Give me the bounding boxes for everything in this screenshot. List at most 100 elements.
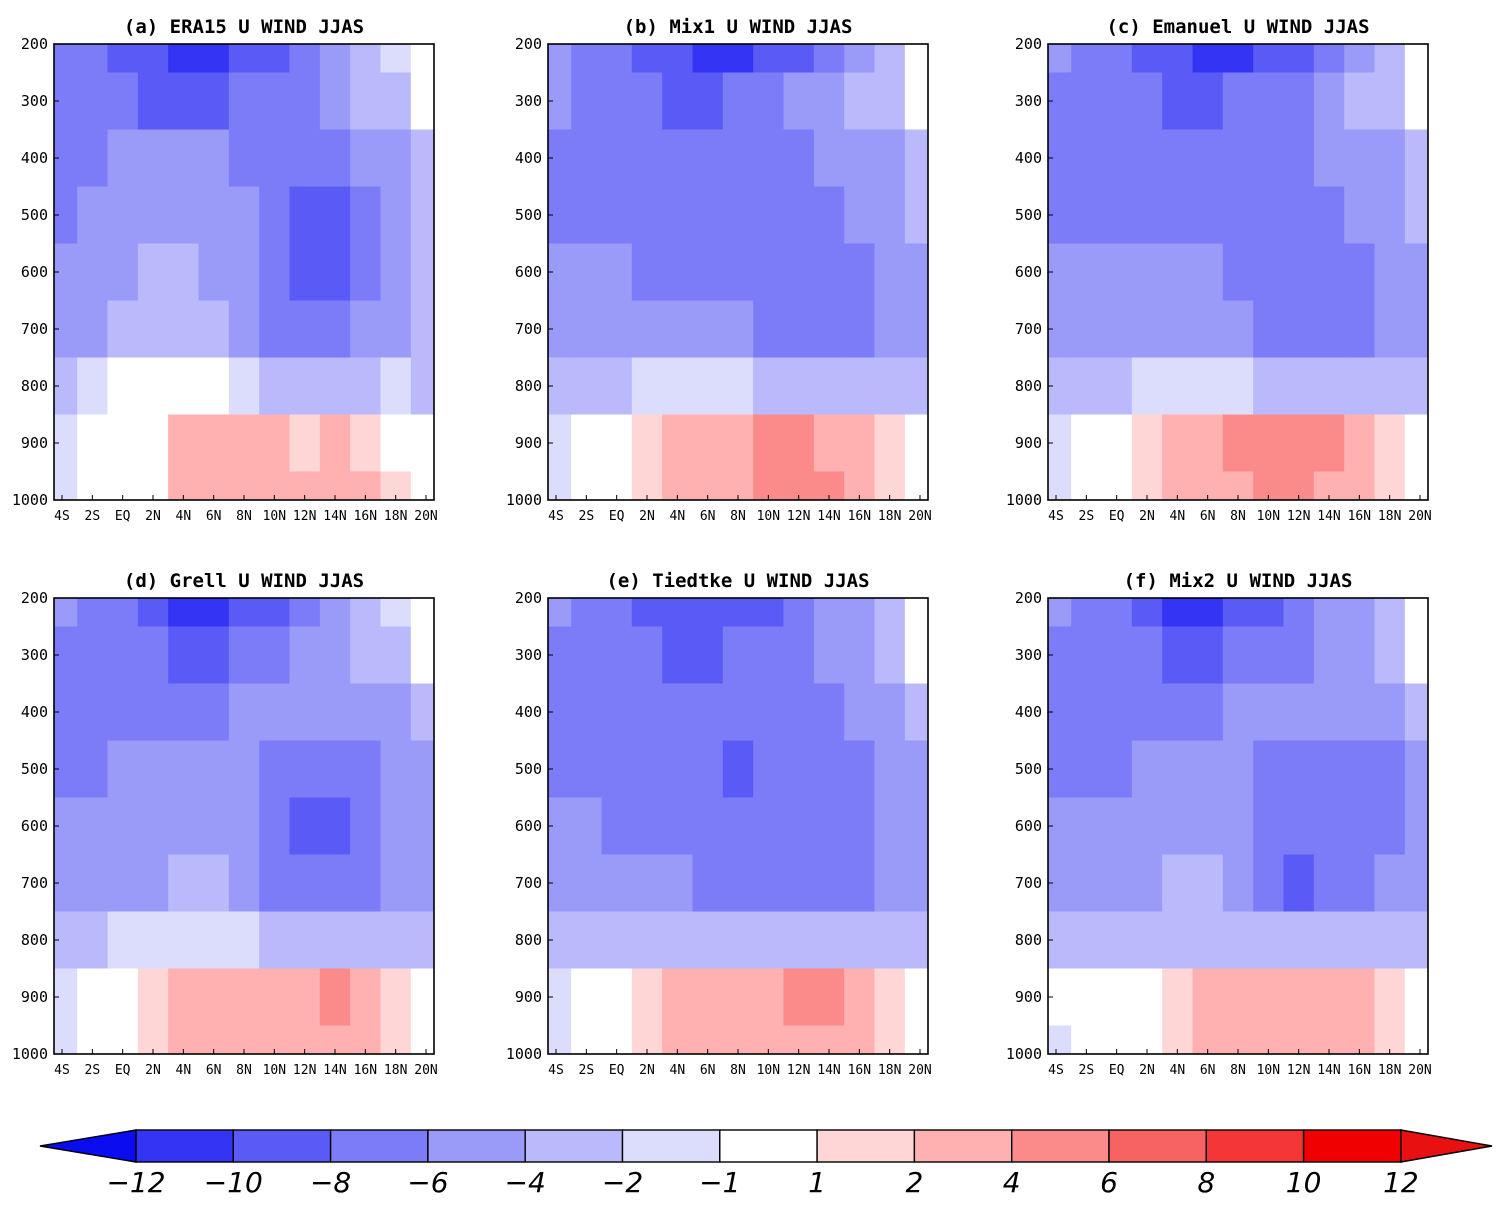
cell (783, 797, 815, 856)
contour-field (1048, 44, 1428, 500)
cell (1283, 740, 1315, 799)
cell (1283, 44, 1315, 74)
cell (783, 740, 815, 799)
cell (662, 598, 694, 628)
cell (753, 72, 785, 131)
x-tick-label: 6N (206, 509, 222, 524)
cell (1374, 911, 1406, 970)
cell (168, 797, 200, 856)
cell (1404, 72, 1428, 131)
cell (904, 186, 928, 245)
cell (289, 740, 321, 799)
cell (350, 854, 382, 913)
cell (54, 471, 78, 500)
cell (1162, 626, 1194, 685)
cell (571, 300, 603, 359)
cell (228, 186, 260, 245)
y-tick-label: 300 (515, 646, 542, 664)
colorbar-label: −2 (602, 1166, 643, 1199)
cell (1374, 129, 1406, 188)
cell (722, 626, 754, 685)
cell (571, 186, 603, 245)
cell (631, 626, 663, 685)
cell (692, 243, 724, 302)
cell (1344, 44, 1376, 74)
cell (1048, 471, 1072, 500)
cell (410, 854, 434, 913)
colorbar-label: −6 (407, 1166, 448, 1199)
cell (1101, 186, 1133, 245)
cell (380, 243, 412, 302)
cell (380, 72, 412, 131)
cell (904, 740, 928, 799)
cell (1313, 683, 1345, 742)
cell (1162, 797, 1194, 856)
cell (350, 911, 382, 970)
cell (1374, 854, 1406, 913)
cell (198, 598, 230, 628)
x-tick-label: EQ (1109, 1063, 1125, 1078)
cell (289, 414, 321, 473)
cell (380, 911, 412, 970)
colorbar-box (1011, 1129, 1110, 1163)
cell (601, 357, 633, 416)
cell (410, 626, 434, 685)
cell (168, 129, 200, 188)
cell (722, 854, 754, 913)
cell (1313, 243, 1345, 302)
cell (1048, 243, 1072, 302)
y-tick-label: 900 (515, 988, 542, 1006)
cell (77, 797, 109, 856)
cell (844, 598, 876, 628)
cell (874, 44, 906, 74)
y-tick-label: 800 (1015, 377, 1042, 395)
colorbar-under-arrow (39, 1129, 137, 1163)
cell (1101, 740, 1133, 799)
y-tick-label: 900 (1015, 434, 1042, 452)
cell (813, 626, 845, 685)
cell (692, 740, 724, 799)
cell (1071, 300, 1103, 359)
cell (1162, 44, 1194, 74)
cell (1344, 797, 1376, 856)
cell (722, 911, 754, 970)
contour-field (1048, 598, 1428, 1054)
x-tick-label: 20N (908, 509, 931, 524)
cell (548, 300, 572, 359)
cell (289, 186, 321, 245)
cell (1131, 414, 1163, 473)
cell (289, 243, 321, 302)
cell (350, 968, 382, 1027)
y-tick-label: 700 (515, 320, 542, 338)
cell (722, 968, 754, 1027)
cell (1222, 854, 1254, 913)
cell (904, 72, 928, 131)
cell (1131, 300, 1163, 359)
panel-d: (d) Grell U WIND JJAS 200 300 400 500 600 700 8… (12, 570, 438, 1078)
cell (410, 968, 434, 1027)
x-tick-label: 2S (579, 509, 595, 524)
cell (548, 797, 572, 856)
cell (54, 797, 78, 856)
cell (874, 129, 906, 188)
cell (1404, 854, 1428, 913)
cell (1222, 44, 1254, 74)
cell (571, 414, 603, 473)
cell (168, 854, 200, 913)
x-tick-label: 14N (1317, 509, 1340, 524)
cell (753, 854, 785, 913)
x-tick-label: 16N (354, 509, 377, 524)
cell (1192, 968, 1224, 1027)
y-tick-label: 700 (1015, 874, 1042, 892)
y-tick-label: 1000 (12, 1045, 48, 1063)
cell (1162, 911, 1194, 970)
x-tick-label: 6N (700, 509, 716, 524)
cell (1344, 414, 1376, 473)
x-tick-label: 8N (1230, 509, 1246, 524)
cell (548, 683, 572, 742)
cell (228, 740, 260, 799)
y-tick-label: 600 (1015, 263, 1042, 281)
cell (1192, 598, 1224, 628)
y-tick-label: 200 (21, 589, 48, 607)
cell (319, 357, 351, 416)
